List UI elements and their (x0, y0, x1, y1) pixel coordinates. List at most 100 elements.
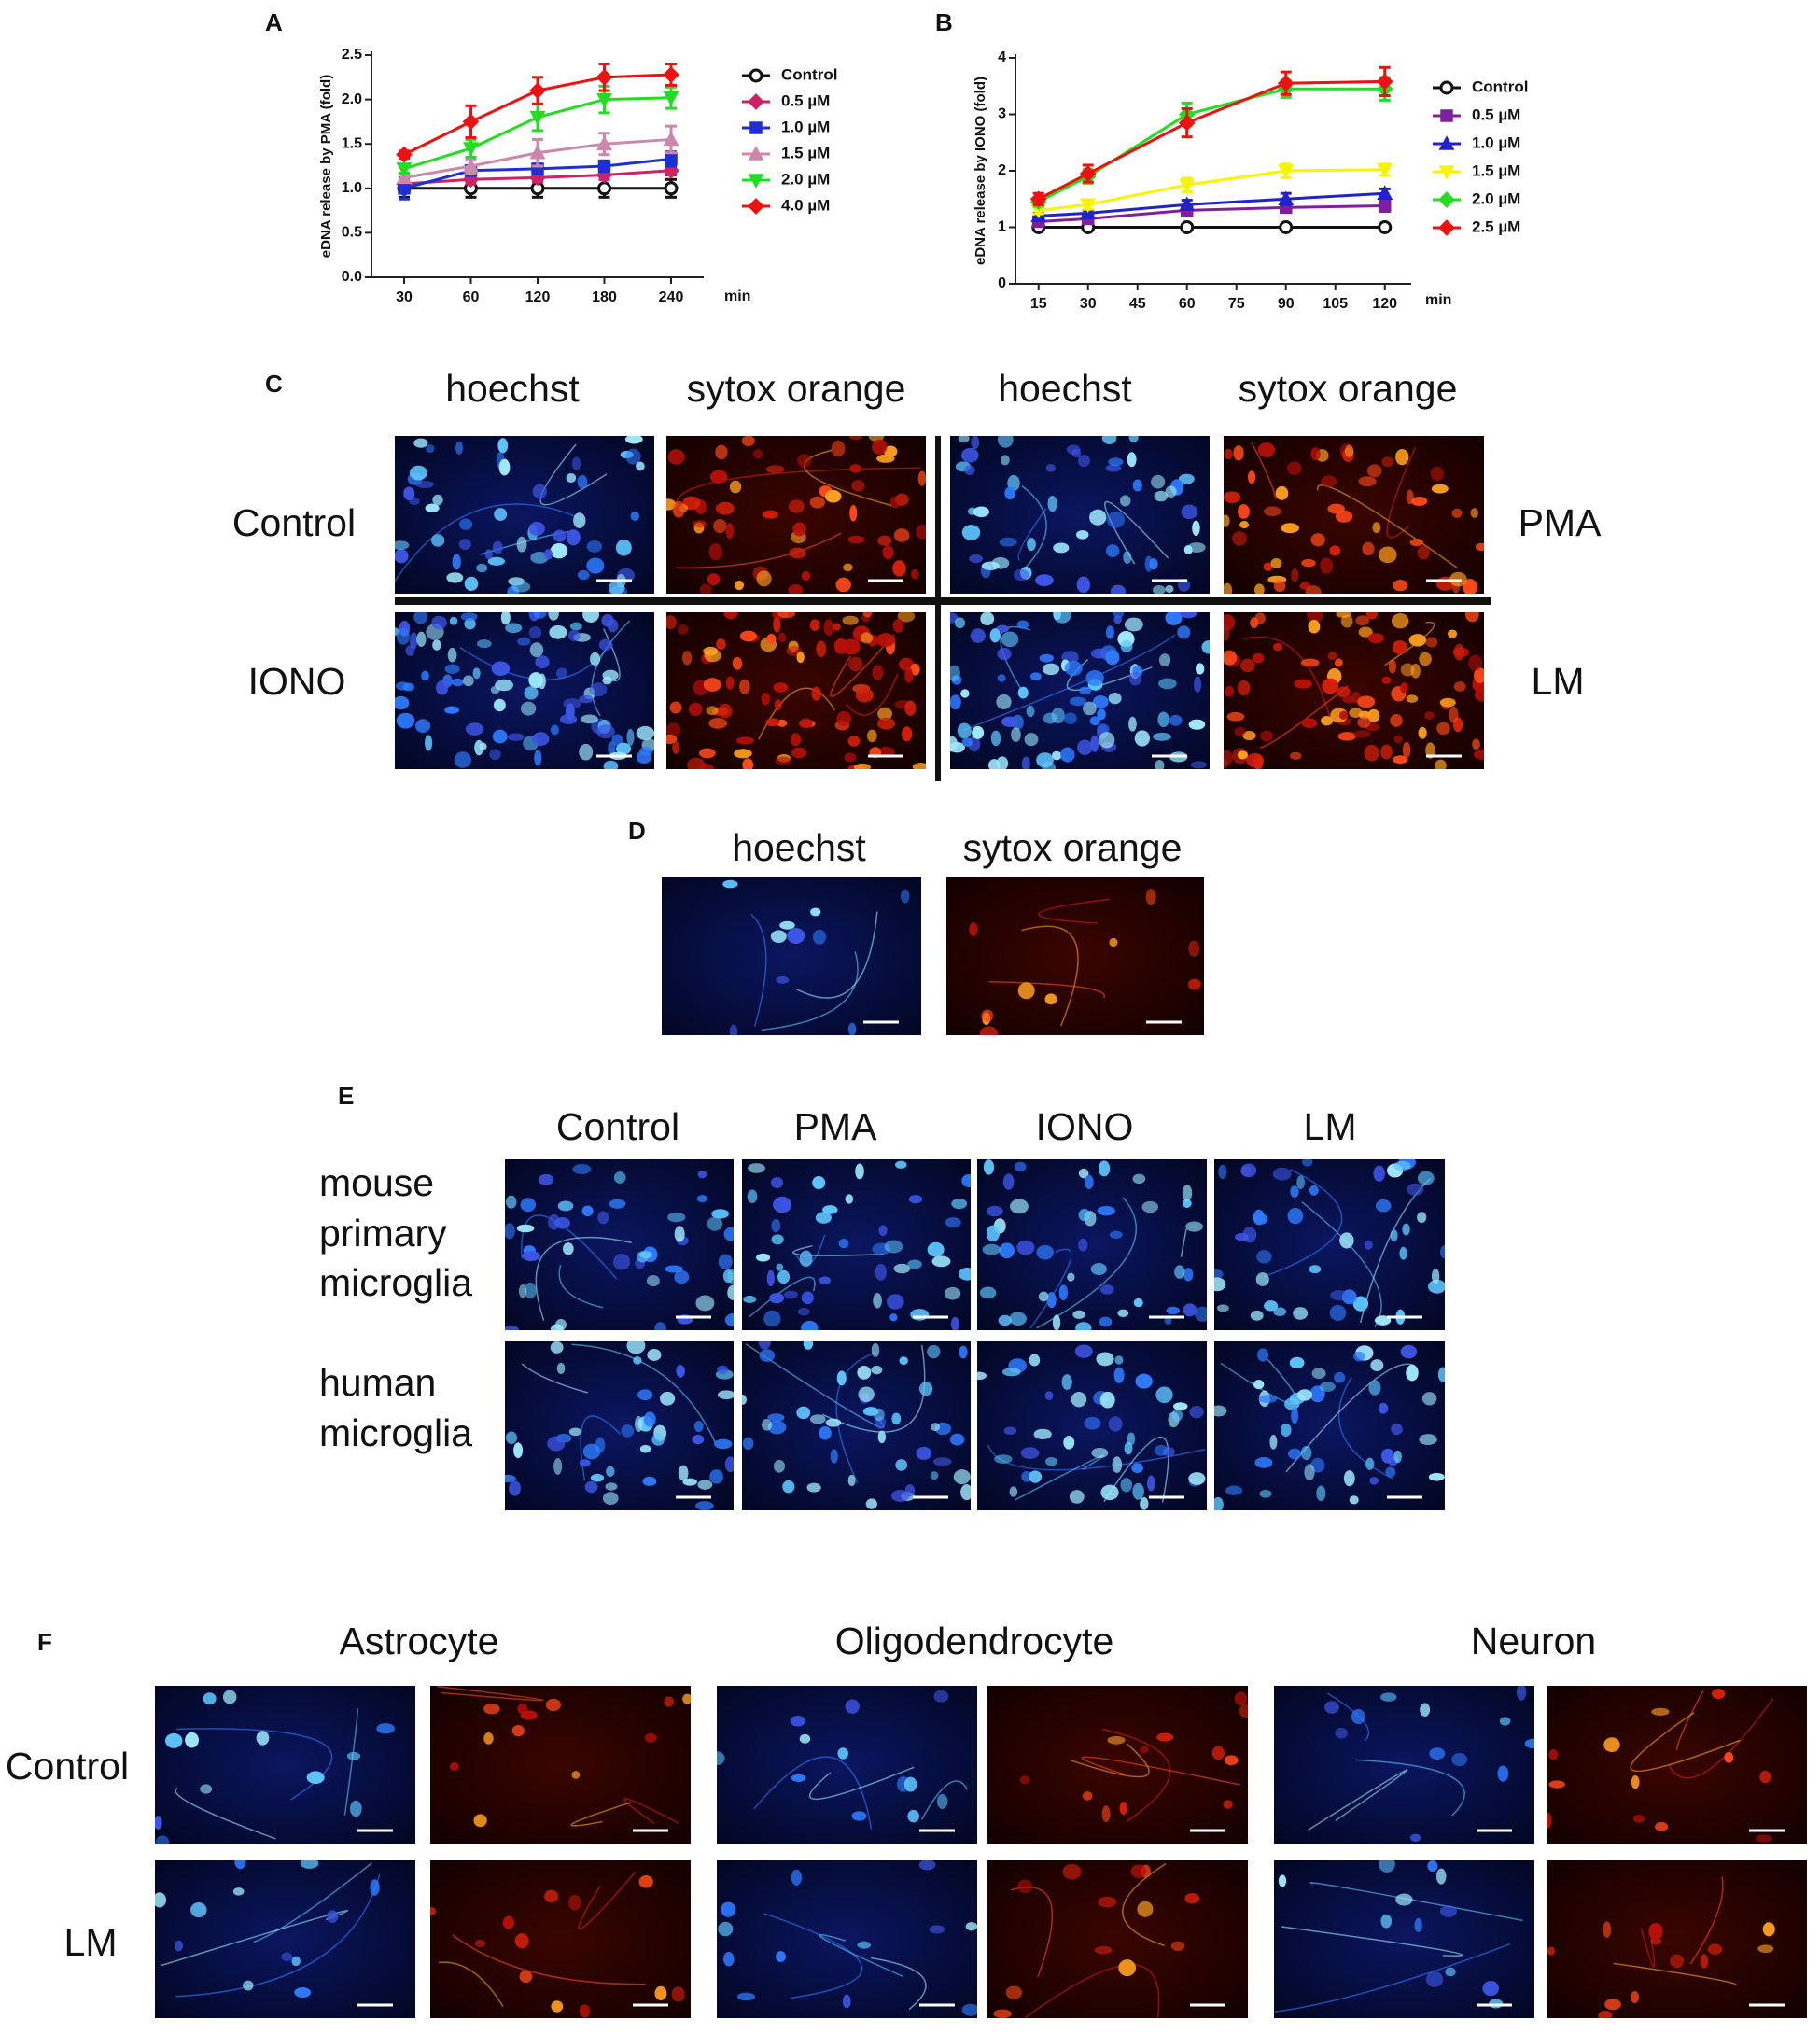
cell (1364, 1240, 1373, 1250)
cell (458, 539, 471, 551)
cell (611, 734, 623, 746)
cell (346, 1751, 361, 1760)
cell (1099, 1284, 1114, 1295)
cell (545, 1698, 561, 1712)
x-tick-label: 60 (1179, 296, 1196, 312)
cell (637, 1389, 653, 1401)
cell (185, 1732, 199, 1748)
data-point (1377, 185, 1393, 200)
cell (1020, 1447, 1040, 1459)
cell (950, 694, 961, 710)
cell (1435, 759, 1447, 769)
cell (1072, 1310, 1085, 1319)
cell (1410, 496, 1428, 506)
cell (722, 1269, 734, 1284)
cell (916, 1446, 932, 1460)
legend-marker (749, 68, 763, 83)
cell (403, 486, 415, 501)
micrograph (946, 877, 1204, 1035)
cell (1370, 1359, 1384, 1372)
cell (908, 1195, 923, 1204)
cell (590, 1473, 605, 1482)
cell (1189, 1406, 1204, 1419)
row-label: Control (6, 1745, 129, 1788)
cell (1436, 722, 1450, 736)
cell (1169, 714, 1183, 726)
micrograph (505, 1341, 734, 1510)
cell (1082, 1791, 1093, 1801)
cell (842, 615, 859, 625)
cell (799, 718, 813, 729)
cell (1472, 738, 1480, 750)
cell (1342, 695, 1355, 704)
cell (560, 714, 578, 724)
cell (256, 1731, 270, 1746)
cell (548, 1213, 561, 1230)
cell (971, 436, 980, 450)
cell (1367, 633, 1384, 644)
cell (1127, 1432, 1136, 1446)
cell (855, 688, 874, 703)
legend-marker (748, 174, 764, 189)
cell (476, 638, 492, 649)
cell (1321, 475, 1337, 488)
micrograph-bg (1214, 1159, 1445, 1330)
cell (877, 747, 895, 758)
cell (707, 573, 721, 586)
cell (682, 651, 693, 666)
cell (1035, 574, 1054, 586)
cell (1179, 612, 1197, 619)
cell (511, 1725, 525, 1737)
cell (961, 1173, 971, 1188)
cell (532, 484, 548, 499)
data-point (663, 66, 679, 83)
column-header: hoechst (445, 367, 580, 410)
micrograph (1274, 1860, 1534, 2018)
cell (1406, 694, 1419, 703)
cell (1447, 629, 1458, 638)
cell (972, 725, 985, 739)
cell (155, 1892, 167, 1908)
fiber (1689, 1876, 1724, 1965)
cell (957, 722, 972, 739)
cell (1016, 1240, 1035, 1255)
cell (1071, 1392, 1087, 1408)
legend-marker (748, 198, 764, 215)
cell (498, 458, 511, 476)
cell (688, 702, 703, 716)
data-point (595, 68, 613, 86)
cell (873, 1293, 882, 1309)
cell (927, 1241, 945, 1257)
cell (601, 613, 614, 627)
cell (483, 1732, 494, 1745)
micrograph (430, 1686, 691, 1844)
column-header: sytox orange (963, 826, 1183, 869)
y-axis-title: eDNA release by PMA (fold) (318, 75, 334, 258)
cell (1296, 1389, 1313, 1401)
cell (1603, 1737, 1620, 1753)
cell (904, 700, 917, 716)
cell (847, 1474, 856, 1487)
fiber (535, 1236, 632, 1321)
cell (326, 1910, 339, 1923)
cell (910, 568, 919, 580)
cell (472, 667, 481, 680)
micrograph (950, 612, 1210, 769)
cell (409, 632, 418, 650)
cell (300, 1860, 319, 1869)
cell (660, 1391, 676, 1406)
cell (832, 623, 841, 631)
cell (1311, 1368, 1326, 1380)
cell (465, 722, 484, 736)
cell (1425, 1971, 1444, 1987)
cell (1112, 1456, 1123, 1473)
cell (1250, 617, 1259, 628)
cell (996, 624, 1010, 633)
data-point (396, 169, 413, 185)
cell (717, 1751, 725, 1765)
cell (1146, 1475, 1155, 1492)
cell (1257, 1348, 1269, 1362)
fiber (1263, 1169, 1343, 1278)
cell (1133, 1298, 1143, 1308)
data-point (529, 110, 546, 126)
